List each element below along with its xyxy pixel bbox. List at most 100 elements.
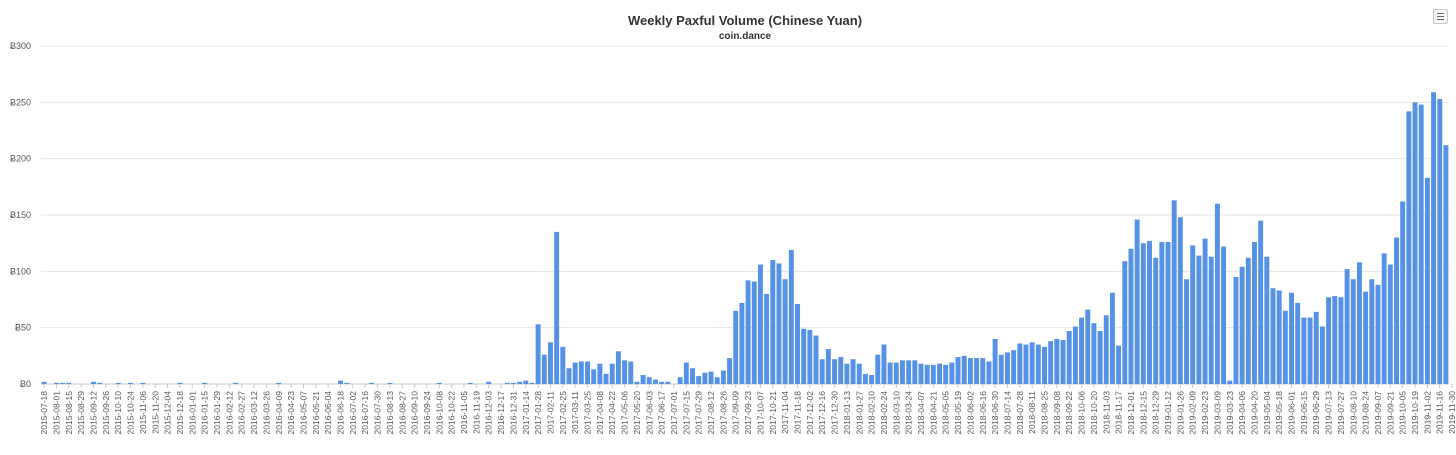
- bar[interactable]: [554, 231, 560, 384]
- bar[interactable]: [338, 380, 343, 384]
- bar[interactable]: [850, 359, 856, 384]
- bar[interactable]: [541, 354, 547, 384]
- bar[interactable]: [1054, 338, 1060, 384]
- bar[interactable]: [628, 361, 634, 384]
- bar[interactable]: [97, 382, 103, 384]
- bar[interactable]: [91, 381, 96, 384]
- bar[interactable]: [1134, 219, 1140, 384]
- bar[interactable]: [937, 363, 942, 384]
- bar[interactable]: [1412, 102, 1418, 384]
- bar[interactable]: [1387, 264, 1393, 384]
- bar[interactable]: [1344, 269, 1350, 384]
- bar[interactable]: [1060, 340, 1066, 384]
- bar[interactable]: [603, 373, 609, 384]
- bar[interactable]: [585, 361, 590, 384]
- bar[interactable]: [1252, 242, 1257, 384]
- bar[interactable]: [702, 372, 708, 384]
- bar[interactable]: [1289, 292, 1294, 384]
- bar[interactable]: [967, 358, 973, 384]
- bar[interactable]: [1085, 309, 1091, 384]
- bar[interactable]: [825, 349, 831, 384]
- bar[interactable]: [1227, 380, 1233, 384]
- bar[interactable]: [1011, 350, 1017, 384]
- bar[interactable]: [918, 363, 924, 384]
- bar[interactable]: [609, 363, 615, 384]
- bar[interactable]: [66, 382, 72, 384]
- bar[interactable]: [233, 382, 238, 384]
- bar[interactable]: [1171, 200, 1177, 384]
- bar[interactable]: [943, 364, 949, 384]
- bar[interactable]: [1375, 284, 1381, 384]
- bar[interactable]: [1184, 279, 1190, 384]
- bar[interactable]: [1437, 98, 1443, 384]
- bar[interactable]: [912, 360, 918, 384]
- bar[interactable]: [776, 263, 782, 384]
- bar[interactable]: [727, 358, 733, 384]
- bar[interactable]: [368, 382, 374, 384]
- bar[interactable]: [1177, 217, 1183, 384]
- bar[interactable]: [665, 381, 671, 384]
- bar[interactable]: [548, 342, 553, 384]
- bar[interactable]: [1295, 302, 1301, 384]
- bar[interactable]: [1140, 243, 1146, 384]
- bar[interactable]: [1035, 344, 1041, 384]
- bar[interactable]: [757, 264, 763, 384]
- bar[interactable]: [1109, 292, 1115, 384]
- bar[interactable]: [1048, 341, 1054, 384]
- bar[interactable]: [690, 368, 695, 384]
- bar[interactable]: [887, 362, 893, 384]
- bar[interactable]: [1276, 290, 1282, 384]
- bar[interactable]: [1153, 257, 1159, 384]
- bar[interactable]: [900, 360, 905, 384]
- bar[interactable]: [1091, 323, 1097, 384]
- bar[interactable]: [1326, 297, 1332, 384]
- bar[interactable]: [1208, 256, 1214, 384]
- bar[interactable]: [1424, 177, 1430, 384]
- bar[interactable]: [770, 260, 776, 384]
- bar[interactable]: [751, 281, 757, 384]
- bar[interactable]: [1029, 342, 1035, 384]
- bar[interactable]: [572, 362, 578, 384]
- bar[interactable]: [788, 249, 794, 384]
- bar[interactable]: [517, 381, 523, 384]
- bar[interactable]: [1406, 111, 1412, 384]
- bar[interactable]: [930, 364, 936, 384]
- bar[interactable]: [893, 362, 899, 384]
- bar[interactable]: [677, 377, 683, 384]
- bar[interactable]: [807, 329, 813, 384]
- bar[interactable]: [720, 370, 726, 384]
- bar[interactable]: [980, 358, 986, 384]
- bar[interactable]: [1381, 253, 1387, 384]
- bar[interactable]: [652, 379, 658, 384]
- bar[interactable]: [634, 381, 640, 384]
- bar[interactable]: [1017, 343, 1023, 384]
- bar[interactable]: [1147, 240, 1152, 384]
- bar[interactable]: [1214, 203, 1220, 384]
- bar[interactable]: [640, 374, 646, 384]
- bar[interactable]: [504, 382, 510, 384]
- bar[interactable]: [875, 354, 881, 384]
- bar[interactable]: [1400, 201, 1406, 384]
- bar[interactable]: [708, 371, 714, 384]
- bar[interactable]: [597, 363, 603, 384]
- bar[interactable]: [140, 382, 146, 384]
- bar[interactable]: [1122, 261, 1128, 384]
- bar[interactable]: [1165, 242, 1171, 384]
- bar[interactable]: [467, 382, 473, 384]
- bar[interactable]: [1128, 248, 1134, 384]
- bar[interactable]: [733, 310, 739, 384]
- bar[interactable]: [276, 382, 282, 384]
- bar[interactable]: [1066, 331, 1072, 384]
- bar[interactable]: [1363, 291, 1369, 384]
- bar[interactable]: [1356, 262, 1362, 384]
- bar[interactable]: [1307, 317, 1313, 384]
- bar[interactable]: [1233, 276, 1239, 384]
- bar[interactable]: [1202, 238, 1208, 384]
- bar[interactable]: [60, 382, 66, 384]
- bar[interactable]: [1072, 326, 1078, 384]
- bar[interactable]: [1350, 279, 1356, 384]
- bar[interactable]: [1097, 331, 1103, 384]
- bar[interactable]: [1245, 257, 1251, 384]
- bar[interactable]: [1282, 310, 1288, 384]
- bar[interactable]: [523, 380, 529, 384]
